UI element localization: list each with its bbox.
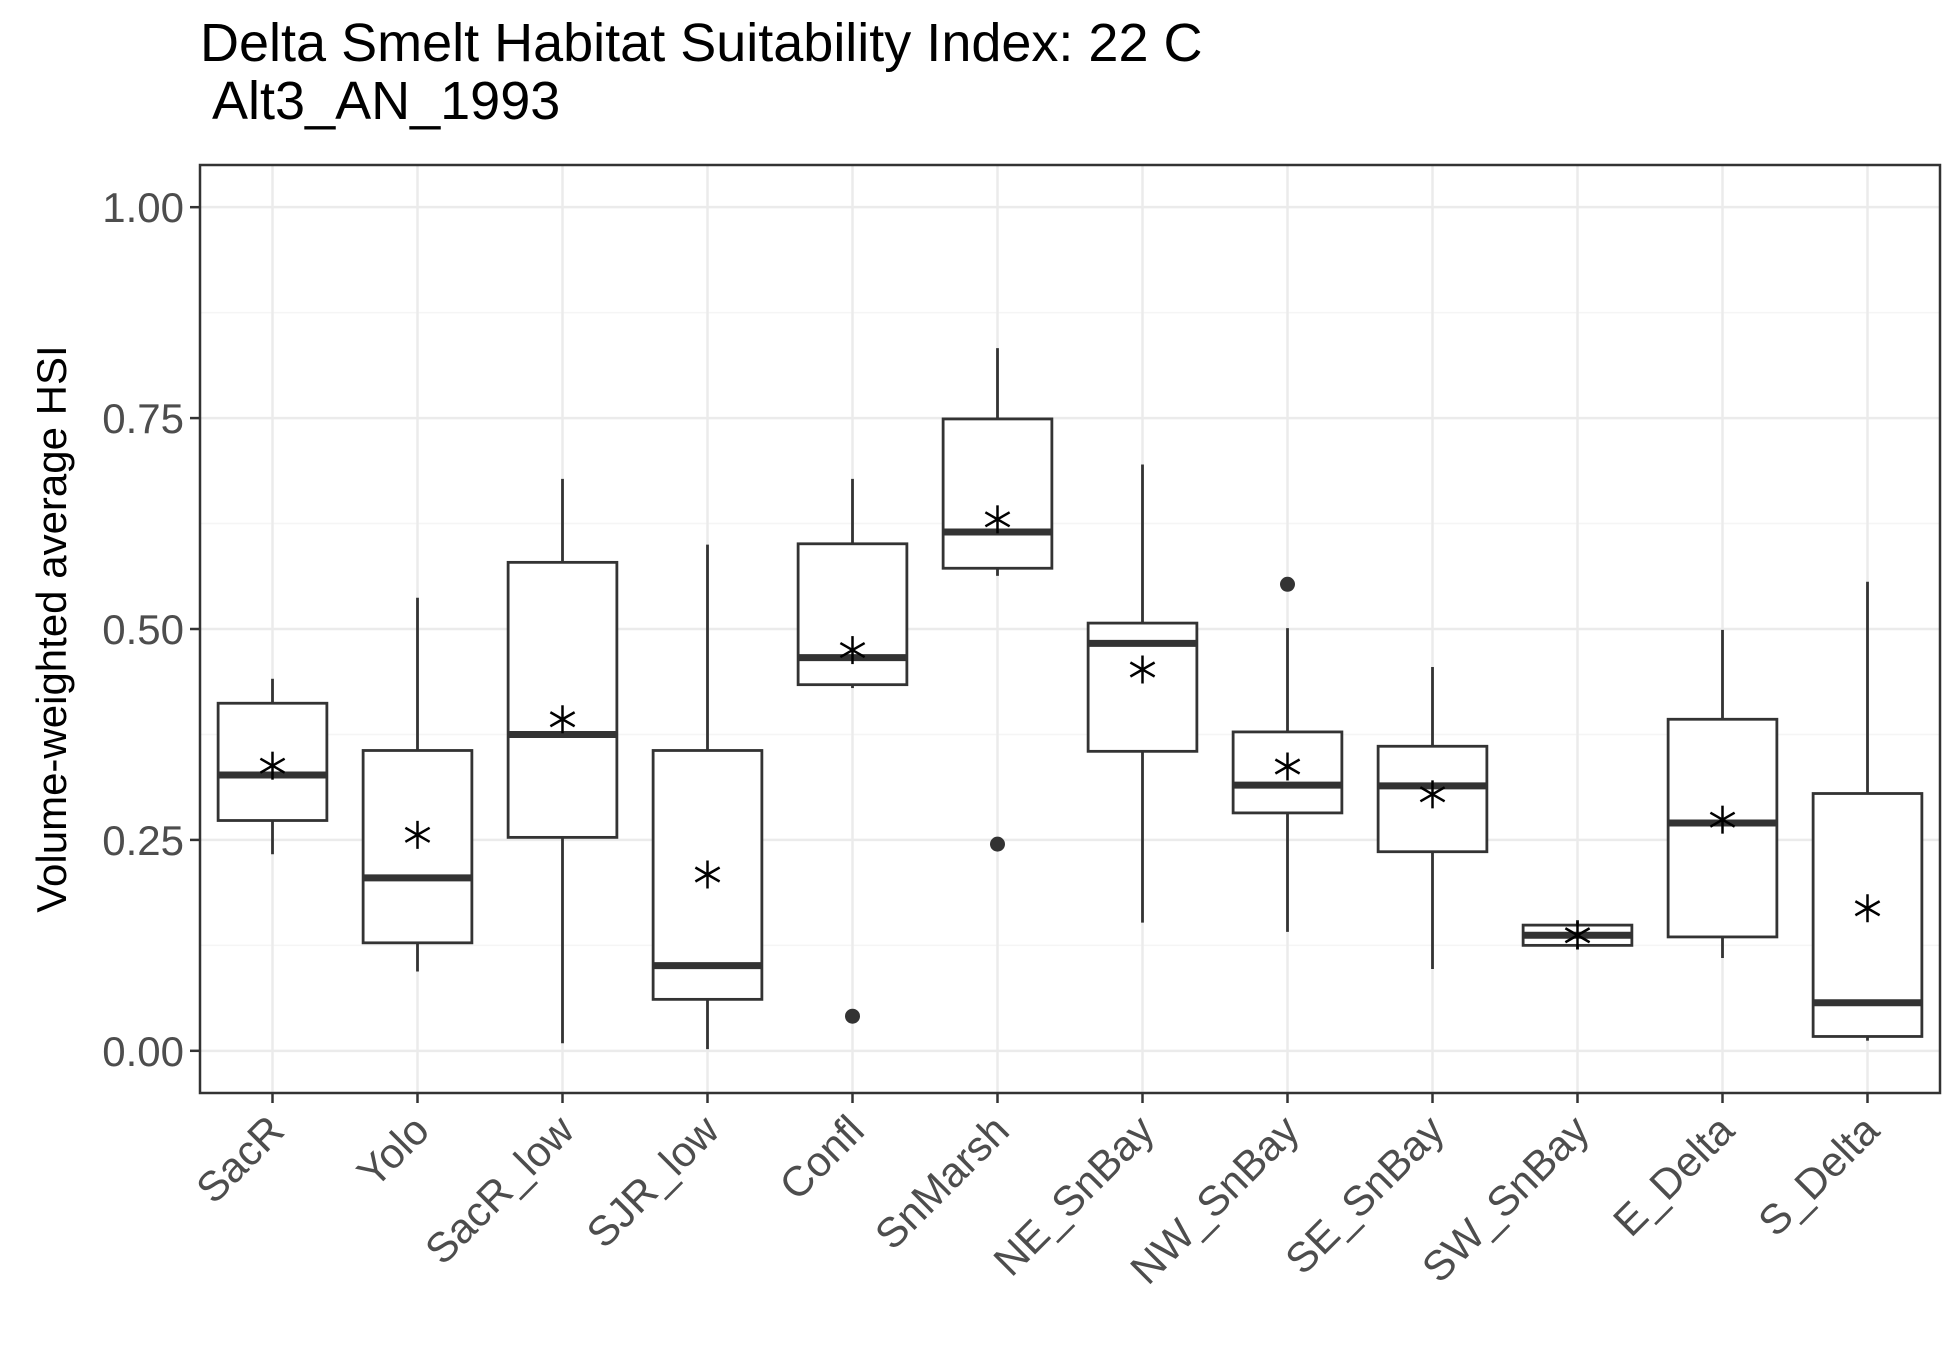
mean-marker-stroke [1419,786,1446,803]
grid-lines [200,165,1940,1093]
mean-marker [694,860,721,889]
mean-marker [839,636,866,665]
y-tick-label: 1.00 [102,184,184,231]
box-sw-snbay [1521,920,1634,950]
box-iqr [941,417,1054,570]
x-tick-label-confl: Confl [770,1106,873,1209]
mean-marker [984,505,1011,534]
box-se-snbay [1376,666,1489,969]
mean-marker-stroke [1564,927,1591,944]
outlier-point [845,1008,860,1024]
axes: 0.00 0.25 0.50 0.75 1.00 SacR YoloSacR_lowSJR_… [102,184,1888,1293]
y-tick-label: 0.75 [102,395,184,442]
x-tick-label-e-delta: E_Delta [1604,1106,1743,1245]
mean-marker [549,705,576,734]
mean-marker [404,820,431,849]
box-yolo [361,597,474,972]
outlier-point [990,836,1005,852]
box-nw-snbay [1231,576,1344,932]
chart-title: Delta Smelt Habitat Suitability Index: 2… [200,14,1202,130]
mean-marker-stroke [404,826,431,843]
box-e-delta [1666,629,1779,959]
x-tick-label-snmarsh: SnMarsh [866,1106,1018,1258]
x-tick-label-sacr-low: SacR_low [416,1106,583,1273]
mean-marker-stroke [984,511,1011,528]
box-iqr [506,560,619,839]
mean-marker-stroke [1709,811,1736,828]
title-line-1: Delta Smelt Habitat Suitability Index: 2… [200,13,1203,73]
mean-marker-stroke [839,642,866,659]
x-tick-label-sacr: SacR [187,1106,293,1212]
x-tick-label-yolo: Yolo [348,1106,438,1196]
mean-marker-stroke [1854,900,1881,917]
box-sacr [216,678,329,855]
mean-marker [1129,655,1156,684]
y-tick-label: 0.50 [102,606,184,653]
mean-marker-stroke [1274,758,1301,775]
y-tick-label: 0.25 [102,817,184,864]
mean-marker [1274,752,1301,781]
y-tick-label: 0.00 [102,1028,184,1075]
box-series [216,348,1924,1050]
mean-marker-stroke [549,711,576,728]
y-axis-title: Volume-weighted average HSI [28,345,75,912]
mean-marker [1854,894,1881,923]
mean-marker-stroke [694,866,721,883]
mean-marker [1709,805,1736,834]
mean-marker-stroke [259,757,286,774]
mean-marker-stroke [1129,661,1156,678]
mean-marker [1564,921,1591,950]
box-sjr-low [651,544,764,1050]
box-snmarsh [941,348,1054,852]
x-tick-label-s-delta: S_Delta [1749,1106,1888,1245]
mean-marker [1419,780,1446,809]
x-tick-label-sjr-low: SJR_low [577,1106,728,1257]
title-line-2: Alt3_AN_1993 [200,71,561,131]
box-sacr-low [506,478,619,1044]
box-confl [796,478,909,1024]
outlier-point [1280,576,1295,592]
mean-marker [259,751,286,780]
box-ne-snbay [1086,464,1199,923]
box-s-delta [1811,581,1924,1041]
